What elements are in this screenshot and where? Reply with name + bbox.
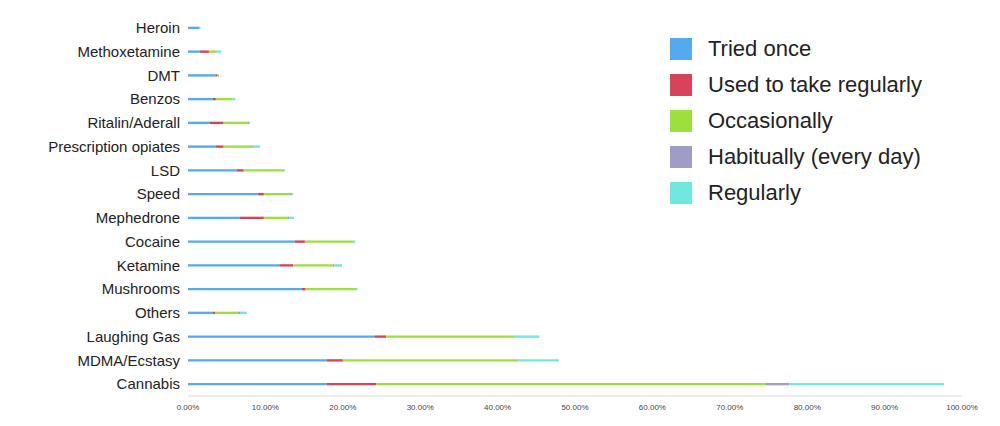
svg-text:Benzos: Benzos (130, 90, 180, 107)
svg-text:20.00%: 20.00% (329, 403, 356, 412)
html-text:Habitually (every day): Habitually (every day) (708, 144, 921, 169)
svg-text:Methoxetamine: Methoxetamine (77, 43, 180, 60)
svg-text:LSD: LSD (151, 162, 180, 179)
svg-text:Laughing Gas: Laughing Gas (87, 328, 180, 345)
svg-text:0.00%: 0.00% (177, 403, 200, 412)
svg-text:50.00%: 50.00% (561, 403, 588, 412)
svg-text:40.00%: 40.00% (484, 403, 511, 412)
html-text:Regularly: Regularly (708, 180, 801, 205)
svg-text:100.00%: 100.00% (946, 403, 978, 412)
svg-text:10.00%: 10.00% (252, 403, 279, 412)
svg-text:90.00%: 90.00% (871, 403, 898, 412)
svg-text:DMT: DMT (148, 67, 181, 84)
html-text:Tried once: Tried once (708, 36, 812, 61)
svg-text:Speed: Speed (137, 185, 180, 202)
svg-text:80.00%: 80.00% (794, 403, 821, 412)
svg-text:60.00%: 60.00% (639, 403, 666, 412)
svg-text:Cannabis: Cannabis (117, 375, 180, 392)
svg-text:MDMA/Ecstasy: MDMA/Ecstasy (77, 352, 180, 369)
html-text:Used to take regularly: Used to take regularly (708, 72, 922, 97)
svg-text:Mephedrone: Mephedrone (96, 209, 180, 226)
svg-text:Mushrooms: Mushrooms (102, 280, 180, 297)
html-text:Occasionally: Occasionally (708, 108, 833, 133)
svg-text:Ketamine: Ketamine (117, 257, 180, 274)
svg-text:30.00%: 30.00% (407, 403, 434, 412)
svg-text:Others: Others (135, 304, 180, 321)
svg-text:Cocaine: Cocaine (125, 233, 180, 250)
svg-text:Prescription opiates: Prescription opiates (48, 138, 180, 155)
svg-text:70.00%: 70.00% (716, 403, 743, 412)
svg-text:Ritalin/Aderall: Ritalin/Aderall (87, 114, 180, 131)
svg-text:Heroin: Heroin (136, 19, 180, 36)
